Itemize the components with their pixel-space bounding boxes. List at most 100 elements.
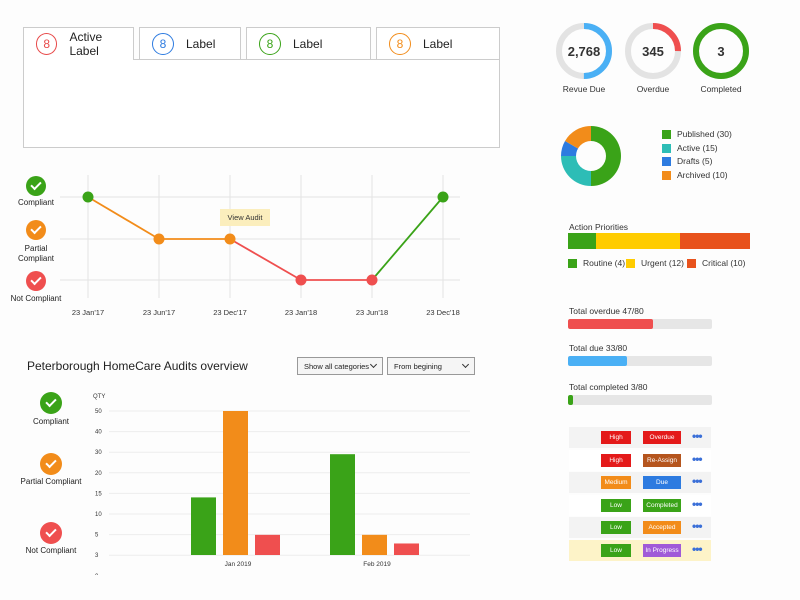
progress-fill [568,356,628,366]
swatch [662,170,671,180]
not-compliant-icon [40,522,62,544]
x-tick-label: Jan 2019 [225,561,252,568]
progress-track [568,395,712,405]
status-badge: Re-Assign [643,453,681,467]
category-filter-select[interactable]: Show all categories [297,357,383,375]
data-point [295,274,307,286]
more-options-icon[interactable]: ••• [692,496,703,511]
status-label: Compliant [32,417,69,426]
select-value: From begining [394,361,442,371]
partial-compliant-icon [26,220,46,240]
status-label: Partial Compliant [20,477,82,486]
bar [362,534,387,555]
progress-title: Total overdue 47/80 [569,306,644,316]
chevron-down-icon [369,360,378,369]
ring-label: Completed [700,84,742,94]
partial-compliant-icon [40,453,62,475]
tab-4[interactable]: 8 Label [376,27,500,59]
table-row[interactable]: Low Completed ••• [569,494,711,516]
ring-revue-due [556,23,612,79]
y-tick-label: 30 [95,450,102,456]
priority-badge: Low [601,544,631,557]
compliant-icon [26,176,46,196]
date-filter-select[interactable]: From begining [387,357,475,375]
data-point [82,191,94,203]
view-audit-tooltip[interactable]: View Audit [220,209,270,226]
more-options-icon[interactable]: ••• [692,519,703,534]
legend-label: Routine (4) [583,258,626,268]
select-value: Show all categories [304,361,370,371]
table-row[interactable]: Medium Due ••• [569,472,711,494]
table-row[interactable]: High Overdue ••• [569,427,711,448]
x-tick-label: 23 Jun'18 [356,308,388,317]
y-tick-label: 0 [95,574,99,575]
y-tick-label: 10 [95,512,102,518]
priority-badge: Low [601,521,631,535]
progress-track [568,319,712,329]
tab-active[interactable]: 8 Active Label [23,27,134,60]
not-compliant-icon [26,271,46,291]
tab-3[interactable]: 8 Label [246,27,371,59]
bar [330,454,355,555]
tab-count: 8 [36,33,58,55]
swatch [568,258,577,268]
ring-value: 2,768 [567,44,601,59]
status-label: Not Compliant [10,294,62,303]
tab-count: 8 [389,32,411,55]
bar [394,543,419,555]
progress-fill [568,319,653,329]
swatch [662,156,671,166]
data-point [366,274,378,286]
data-point [153,233,165,245]
y-tick-label: 5 [95,533,99,539]
table-row[interactable]: High Re-Assign ••• [569,449,711,471]
status-badge: Overdue [643,431,681,444]
more-options-icon[interactable]: ••• [692,542,703,556]
ring-value: 3 [717,44,725,59]
legend-drafts: Drafts (5) [662,156,712,166]
priorities-bar [568,233,750,249]
swatch [626,258,635,268]
y-axis-label: QTY [93,394,105,400]
series-line [87,196,160,240]
table-row[interactable]: Low In Progress ••• [569,540,711,561]
swatch [662,129,671,139]
y-tick-label: 40 [95,430,102,436]
tab-count: 8 [259,32,281,55]
ring-label: Overdue [636,84,670,94]
legend-active: Active (15) [662,143,718,153]
x-tick-label: 23 Jun'17 [143,308,175,317]
legend-label: Active (15) [677,143,718,153]
legend-label: Archived (10) [677,170,728,180]
more-options-icon[interactable]: ••• [692,451,703,466]
x-tick-label: 23 Dec'17 [213,308,247,317]
legend-archived: Archived (10) [662,170,728,180]
bar [191,497,216,555]
table-row[interactable]: Low Accepted ••• [569,517,711,539]
progress-title: Total due 33/80 [569,343,628,353]
legend-label: Drafts (5) [677,156,713,166]
tab-2[interactable]: 8 Label [139,27,241,59]
swatch [687,258,696,268]
more-options-icon[interactable]: ••• [692,474,703,489]
ring-label: Revue Due [562,84,606,94]
tab-label: Label [423,36,453,51]
priority-segment [596,233,680,249]
y-tick-label: 15 [95,491,102,497]
tab-label: Active Label [69,30,103,58]
legend-label: Urgent (12) [641,258,684,268]
more-options-icon[interactable]: ••• [692,429,703,443]
ring-overdue [625,23,681,79]
status-badge: Due [643,476,681,490]
data-point [224,233,236,245]
compliant-icon [40,392,62,414]
tab-panel [23,59,500,148]
overview-title: Peterborough HomeCare Audits overview [27,359,248,373]
tab-label: Label [186,36,216,51]
progress-fill [568,395,574,405]
legend-urgent: Urgent (12) [626,258,684,268]
progress-title: Total completed 3/80 [569,382,648,392]
active-tab-join [24,58,133,61]
tab-label: Label [293,36,323,51]
y-tick-label: 50 [95,409,102,415]
